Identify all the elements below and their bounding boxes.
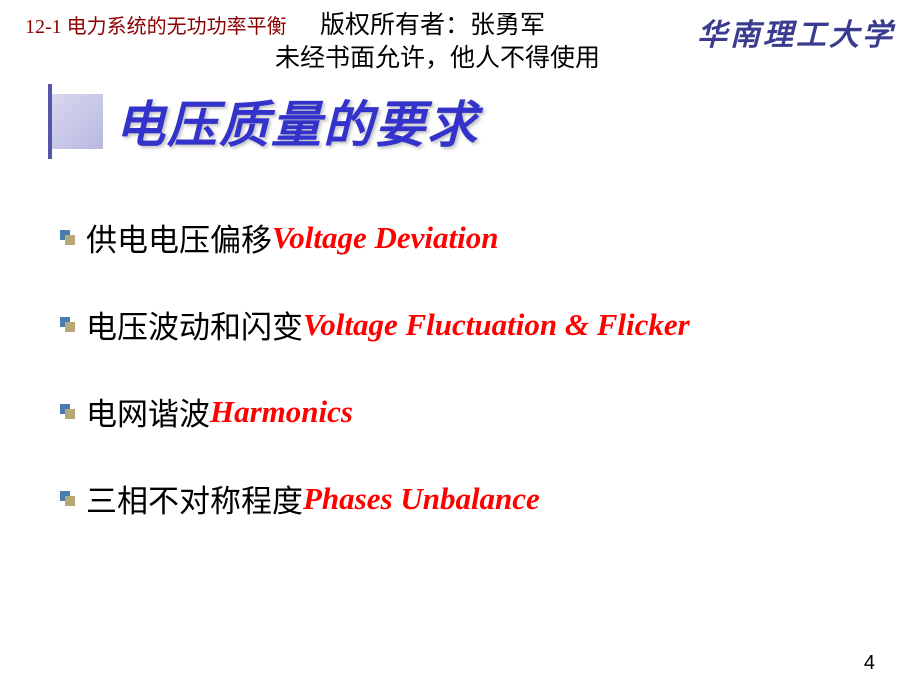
copyright-notice: 未经书面允许，他人不得使用 — [275, 38, 600, 74]
slide-title: 电压质量的要求 — [115, 85, 479, 157]
bullet-chinese: 供电电压偏移 — [86, 215, 272, 260]
bullet-chinese: 电压波动和闪变 — [86, 302, 303, 347]
bullet-english: Phases Unbalance — [303, 481, 540, 517]
bullet-item: 三相不对称程度 Phases Unbalance — [60, 476, 860, 521]
bullet-item: 电网谐波 Harmonics — [60, 389, 860, 434]
slide-container: 12-1 电力系统的无功功率平衡 版权所有者：张勇军 未经书面允许，他人不得使用… — [0, 0, 920, 690]
bullet-icon — [60, 404, 76, 420]
bullet-english: Voltage Fluctuation & Flicker — [303, 307, 690, 343]
section-label: 12-1 电力系统的无功功率平衡 — [25, 10, 287, 39]
bullet-icon — [60, 317, 76, 333]
copyright-author: 版权所有者：张勇军 — [320, 5, 545, 41]
university-name: 华南理工大学 — [697, 10, 895, 54]
bullet-list: 供电电压偏移 Voltage Deviation 电压波动和闪变 Voltage… — [60, 215, 860, 563]
bullet-english: Voltage Deviation — [272, 220, 498, 256]
bullet-english: Harmonics — [210, 394, 353, 430]
bullet-icon — [60, 491, 76, 507]
bullet-item: 供电电压偏移 Voltage Deviation — [60, 215, 860, 260]
bullet-icon — [60, 230, 76, 246]
page-number: 4 — [864, 652, 875, 675]
bullet-chinese: 电网谐波 — [86, 389, 210, 434]
title-container: 电压质量的要求 — [48, 85, 479, 157]
title-accent-icon — [48, 94, 103, 149]
bullet-chinese: 三相不对称程度 — [86, 476, 303, 521]
bullet-item: 电压波动和闪变 Voltage Fluctuation & Flicker — [60, 302, 860, 347]
